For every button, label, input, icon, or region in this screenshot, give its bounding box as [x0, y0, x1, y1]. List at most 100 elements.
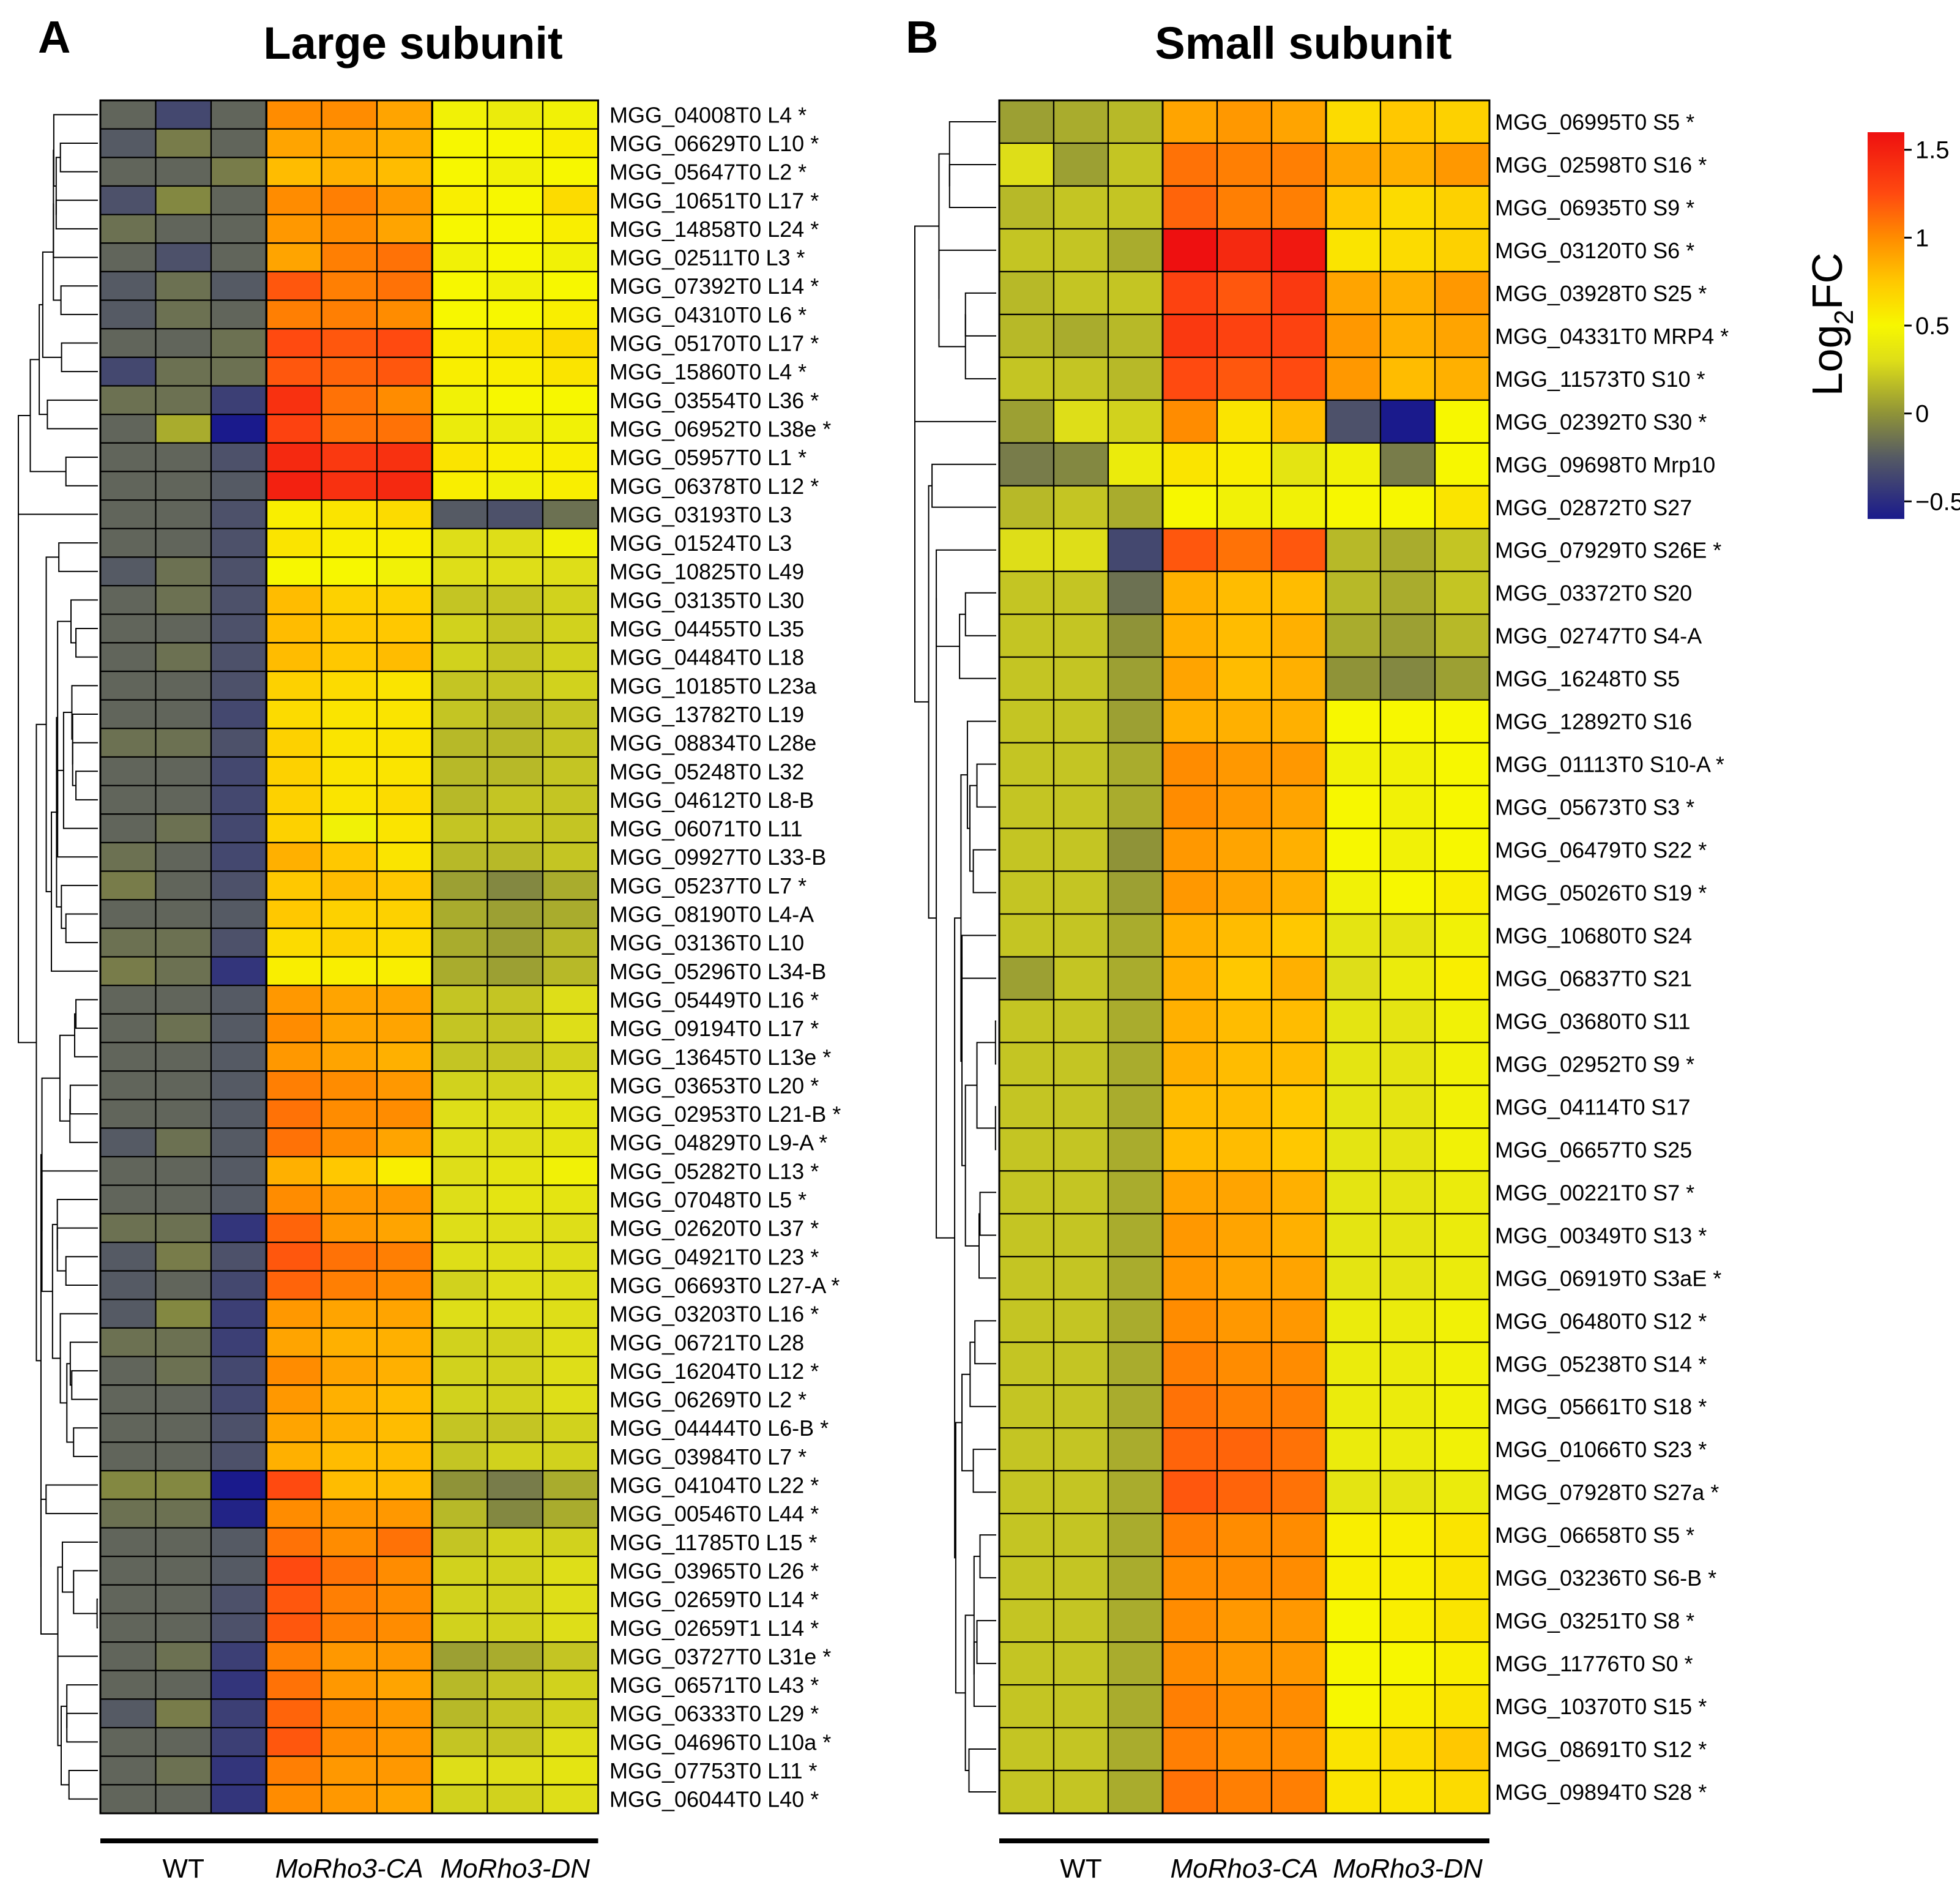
heatmap-cell	[1325, 613, 1382, 658]
heatmap-cell	[155, 1270, 212, 1300]
heatmap-cell	[431, 1470, 488, 1500]
dendrogram-branch	[72, 713, 98, 765]
heatmap-cell	[431, 613, 488, 644]
heatmap-cell	[155, 1099, 212, 1129]
heatmap-cell	[1379, 785, 1436, 829]
heatmap-cell	[1107, 1299, 1164, 1343]
heatmap-cell	[486, 214, 544, 244]
heatmap-cell	[1053, 999, 1109, 1043]
heatmap-cell	[1107, 1341, 1164, 1386]
heatmap-cell	[376, 328, 433, 358]
heatmap-cell	[1379, 1641, 1436, 1686]
row-label: MGG_05647T0 L2 *	[609, 160, 807, 185]
heatmap-cell	[1161, 442, 1218, 487]
heatmap-cell	[265, 414, 322, 444]
heatmap-cell	[1161, 99, 1218, 144]
heatmap-cell	[431, 1613, 488, 1643]
heatmap-cell	[1270, 1084, 1327, 1129]
heatmap-cell	[376, 1670, 433, 1700]
row-label: MGG_11776T0 S0 *	[1495, 1651, 1693, 1676]
dendrogram-branch	[966, 720, 996, 829]
heatmap-cell	[376, 1327, 433, 1357]
heatmap-small-subunit: MGG_06995T0 S5 * MGG_02598T0 S16 * MGG_069…	[914, 99, 1729, 1884]
row-label: MGG_10370T0 S15 *	[1495, 1694, 1707, 1719]
row-label: MGG_04008T0 L4 *	[609, 102, 807, 127]
heatmap-cell	[998, 613, 1055, 658]
dendrogram-branch	[40, 1154, 42, 1567]
panel-a-title: Large subunit	[263, 18, 562, 69]
heatmap-cell	[321, 1099, 378, 1129]
row-label: MGG_09927T0 L33-B	[609, 845, 826, 870]
heatmap-cell	[1270, 999, 1327, 1043]
heatmap-cell	[1161, 228, 1218, 272]
dendrogram-branch	[56, 1199, 98, 1250]
heatmap-large-subunit: MGG_04008T0 L4 * MGG_06629T0 L10 * MGG_056…	[18, 99, 841, 1884]
heatmap-cell	[265, 870, 322, 901]
heatmap-cell	[1379, 1299, 1436, 1343]
heatmap-cell	[376, 1698, 433, 1729]
row-label: MGG_06995T0 S5 *	[1495, 110, 1694, 135]
row-label: MGG_05282T0 L13 *	[609, 1158, 819, 1184]
heatmap-cell	[1161, 1256, 1218, 1300]
heatmap-cell	[1270, 1127, 1327, 1172]
row-label: MGG_06269T0 L2 *	[609, 1387, 807, 1412]
heatmap-cell	[321, 1356, 378, 1386]
group-label: MoRho3-DN	[440, 1854, 590, 1884]
heatmap-cell	[265, 1070, 322, 1100]
dendrogram-branch	[70, 599, 98, 644]
heatmap-cell	[1325, 185, 1382, 230]
heatmap-cell	[1379, 528, 1436, 572]
heatmap-cell	[321, 1184, 378, 1215]
heatmap-cell	[998, 570, 1055, 615]
heatmap-cell	[265, 899, 322, 929]
heatmap-cell	[1379, 228, 1436, 272]
heatmap-cell	[542, 528, 599, 558]
dendrogram-branch	[65, 913, 98, 944]
heatmap-cell	[431, 584, 488, 615]
heatmap-cell	[155, 899, 212, 929]
heatmap-cell	[1270, 1384, 1327, 1429]
row-label: MGG_05296T0 L34-B	[609, 959, 826, 984]
heatmap-cell	[1270, 656, 1327, 701]
heatmap-cell	[1161, 613, 1218, 658]
row-label: MGG_03653T0 L20 *	[609, 1073, 819, 1098]
row-label: MGG_05673T0 S3 *	[1495, 795, 1694, 820]
heatmap-cell	[321, 1527, 378, 1558]
heatmap-cell	[998, 1127, 1055, 1172]
heatmap-cell	[376, 927, 433, 958]
heatmap-cell	[542, 1013, 599, 1043]
heatmap-cell	[210, 699, 267, 729]
heatmap-cell	[265, 985, 322, 1015]
heatmap-cell	[265, 1213, 322, 1244]
heatmap-cell	[431, 1784, 488, 1815]
dendrogram-branch	[69, 1084, 98, 1115]
heatmap-cell	[99, 1213, 157, 1244]
heatmap-cell	[155, 1556, 212, 1586]
row-label: MGG_10680T0 S24	[1495, 923, 1692, 949]
heatmap-cell	[265, 99, 322, 130]
dendrogram-branch	[969, 785, 977, 872]
row-label: MGG_04444T0 L6-B *	[609, 1416, 829, 1441]
heatmap-cell	[1325, 1170, 1382, 1215]
heatmap-cell	[542, 1099, 599, 1129]
heatmap-cell	[321, 1213, 378, 1244]
heatmap-cell	[1379, 399, 1436, 444]
row-label: MGG_13782T0 L19	[609, 702, 804, 727]
heatmap-cell	[431, 1412, 488, 1443]
row-label: MGG_11573T0 S10 *	[1495, 367, 1705, 392]
heatmap-cell	[431, 185, 488, 215]
heatmap-cell	[321, 927, 378, 958]
heatmap-cell	[1434, 699, 1491, 744]
dendrogram-branch	[72, 742, 98, 786]
heatmap-cell	[210, 985, 267, 1015]
heatmap-cell	[1434, 1384, 1491, 1429]
heatmap-cell	[210, 1698, 267, 1729]
dendrogram-branch	[45, 1484, 98, 1515]
heatmap-cell	[321, 471, 378, 501]
heatmap-cell	[1325, 1726, 1382, 1772]
heatmap-cell	[998, 1256, 1055, 1300]
heatmap-cell	[321, 1641, 378, 1671]
heatmap-cell	[1434, 1769, 1491, 1815]
heatmap-cell	[542, 1556, 599, 1586]
heatmap-cell	[155, 1641, 212, 1671]
